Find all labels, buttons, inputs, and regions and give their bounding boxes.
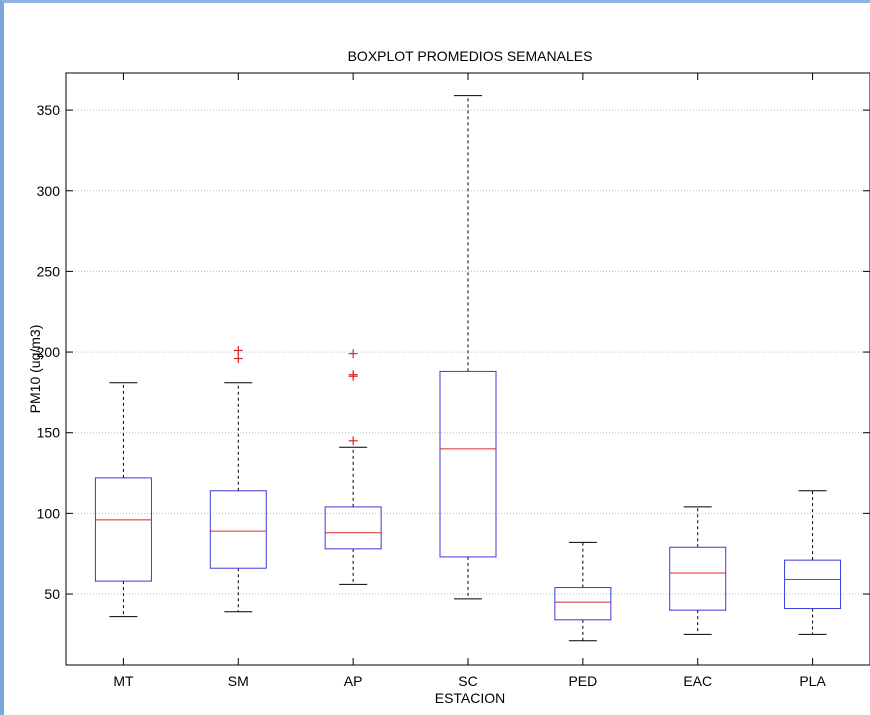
iqr-box — [784, 559, 842, 610]
iqr-box — [324, 506, 382, 550]
iqr-box — [209, 490, 267, 569]
outlier-marker — [348, 436, 358, 446]
box-pla — [784, 490, 842, 635]
boxes — [94, 95, 842, 642]
y-tick-label: 50 — [44, 586, 60, 602]
y-tick-label: 350 — [37, 102, 61, 118]
x-ticks: MT SM AP SC PED EAC PLA — [113, 73, 826, 689]
x-tick-label: EAC — [683, 673, 712, 689]
box-sc — [439, 95, 497, 600]
iqr-box — [669, 546, 727, 611]
y-tick-label: 250 — [37, 263, 61, 279]
iqr-box — [554, 587, 612, 621]
iqr-box — [439, 370, 497, 558]
x-tick-label: SC — [458, 673, 477, 689]
y-ticks: 50 100 150 200 250 300 350 — [37, 102, 870, 602]
box-eac — [669, 506, 727, 635]
box-mt — [94, 382, 152, 618]
outlier-marker — [348, 371, 358, 381]
outlier-marker — [348, 349, 358, 359]
y-tick-label: 300 — [37, 183, 61, 199]
x-tick-label: AP — [344, 673, 363, 689]
box-sm — [209, 345, 267, 613]
y-tick-label: 150 — [37, 425, 61, 441]
outlier-marker — [233, 354, 243, 364]
outlier-marker — [233, 345, 243, 355]
y-axis-label: PM10 (ug/m3) — [27, 325, 43, 414]
x-tick-label: PED — [568, 673, 597, 689]
box-ped — [554, 541, 612, 642]
x-tick-label: SM — [228, 673, 249, 689]
chart-title: BOXPLOT PROMEDIOS SEMANALES — [348, 48, 593, 64]
y-tick-label: 100 — [37, 505, 61, 521]
x-tick-label: PLA — [799, 673, 826, 689]
boxplot-chart: BOXPLOT PROMEDIOS SEMANALES 50 100 150 200 2… — [27, 48, 870, 706]
box-ap — [324, 349, 382, 585]
y-tick-label: 200 — [37, 344, 61, 360]
x-tick-label: MT — [113, 673, 134, 689]
x-axis-label: ESTACION — [435, 690, 506, 706]
iqr-box — [94, 477, 152, 582]
